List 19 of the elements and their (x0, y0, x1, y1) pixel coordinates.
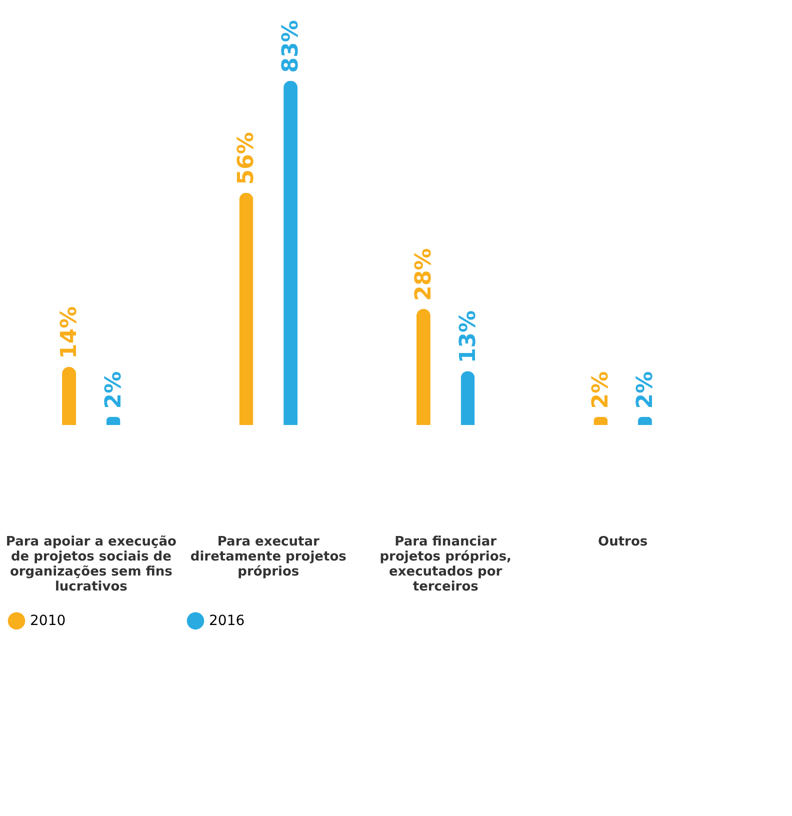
x-tick-label: Para financiar projetos próprios, executados por terceiros (380, 534, 512, 594)
data-label: 56% (234, 132, 260, 185)
data-label: 2% (632, 371, 658, 409)
data-label: 2% (101, 371, 126, 409)
data-label: 13% (456, 310, 481, 364)
data-label: 14% (57, 306, 82, 359)
x-tick-label: Para executar diretamente projetos próprios (190, 534, 347, 580)
bar (239, 192, 254, 425)
bar (416, 308, 430, 425)
x-tick-label: Para apoiar a execução de projetos sociais de organizações sem fins lucrativos (6, 534, 177, 594)
bar (284, 80, 298, 425)
x-tick-label: Outros (598, 534, 648, 550)
bar (460, 371, 475, 425)
data-label: 83% (278, 20, 304, 73)
data-label: 28% (411, 248, 436, 301)
bar (62, 366, 76, 425)
legend-label: 2016 (209, 612, 245, 629)
data-label: 2% (588, 371, 614, 409)
legend-label: 2010 (30, 612, 66, 629)
